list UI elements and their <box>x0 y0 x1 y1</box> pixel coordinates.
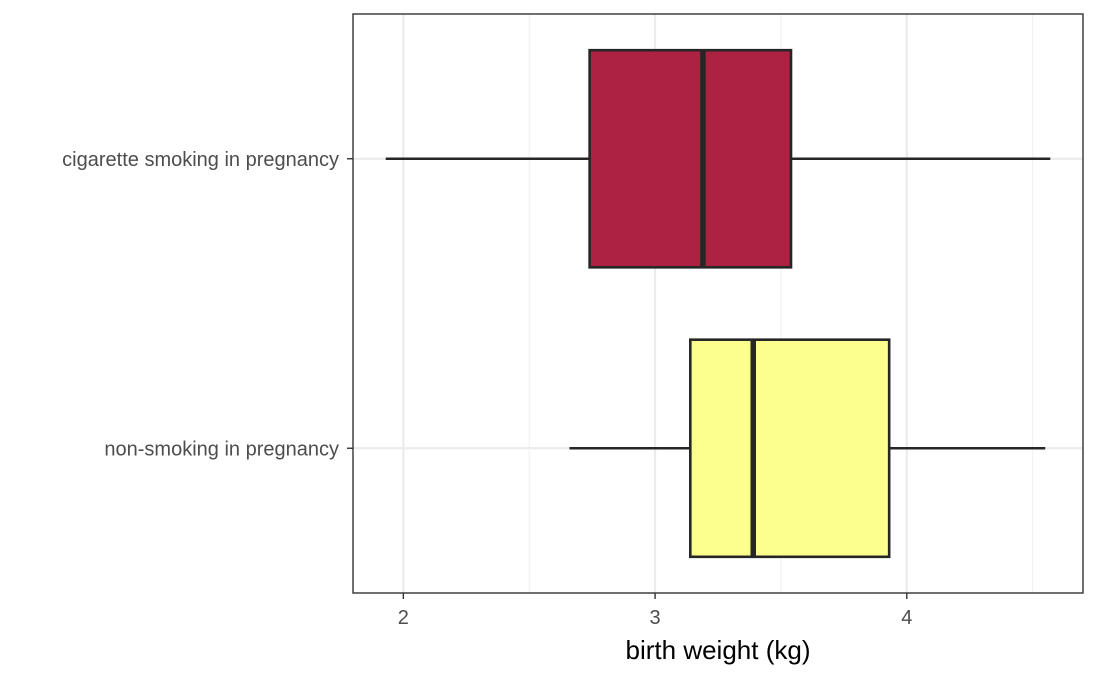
iqr-box <box>588 48 793 269</box>
x-axis-title: birth weight (kg) <box>626 635 811 665</box>
x-tick-label: 3 <box>650 607 661 629</box>
x-tick-label: 2 <box>398 607 409 629</box>
y-tick-label: cigarette smoking in pregnancy <box>62 149 339 171</box>
boxplot-group <box>385 48 1051 269</box>
box-layer <box>385 48 1051 559</box>
y-tick-label: non-smoking in pregnancy <box>104 438 339 460</box>
x-tick-label: 4 <box>901 607 912 629</box>
plot-panel-border <box>352 13 1084 594</box>
iqr-box <box>689 338 891 559</box>
boxplot-group <box>569 338 1046 559</box>
tick-layer: 2 3 4 cigarette smoking in pregnancy non-smo… <box>62 149 912 629</box>
